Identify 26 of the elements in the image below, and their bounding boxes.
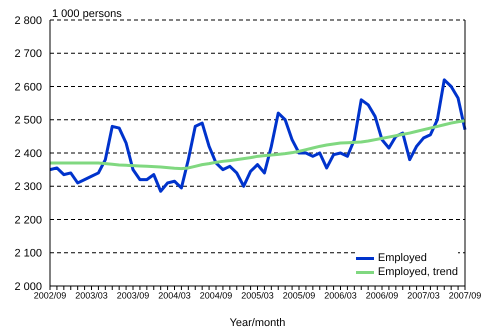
y-tick-label: 2 000 [14,280,42,293]
y-tick-label: 2 100 [14,248,42,260]
x-tick-label: 2007/09 [448,290,482,300]
y-axis-title: 1 000 persons [52,8,122,20]
x-axis-title: Year/month [230,317,286,329]
legend-label: Employed, trend [378,266,458,278]
x-tick-label: 2004/09 [200,290,232,300]
x-tick-label: 2007/03 [407,290,440,300]
x-tick-label: 2005/09 [282,290,316,300]
legend-label: Employed [378,252,427,264]
y-tick-label: 2 600 [14,81,42,94]
y-tick-label: 2 200 [14,214,42,226]
x-tick-label: 2002/09 [34,290,66,300]
x-tick-label: 2003/09 [116,290,150,300]
y-tick-label: 2 700 [14,48,42,60]
line-series [48,78,466,193]
x-tick-label: 2003/03 [75,290,108,300]
y-tick-label: 2 400 [14,148,42,160]
x-tick-label: 2006/03 [324,290,357,300]
y-tick-label: 2 500 [14,114,42,127]
x-tick-label: 2006/09 [366,290,398,300]
x-tick-label: 2005/03 [241,290,274,300]
y-tick-label: 2 800 [14,14,42,27]
x-tick-label: 2004/03 [158,290,191,300]
line-series [48,119,466,170]
y-tick-label: 2 300 [14,181,42,194]
